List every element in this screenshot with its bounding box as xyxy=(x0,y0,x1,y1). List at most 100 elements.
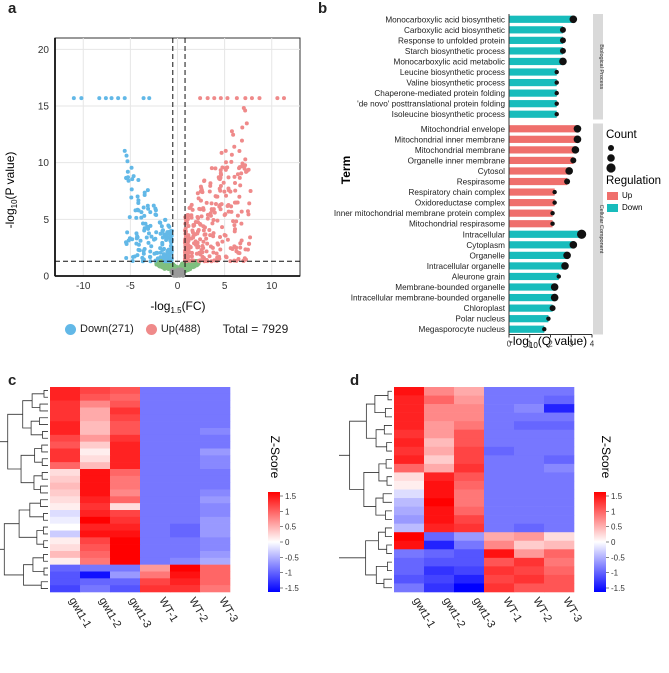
heatmap-cell xyxy=(80,510,111,518)
volcano-point-up xyxy=(211,234,216,239)
heatmap-cell xyxy=(170,557,201,565)
volcano-point-down xyxy=(161,247,166,252)
heatmap-cell xyxy=(424,540,455,550)
volcano-point-up xyxy=(192,223,197,228)
heatmap-cell xyxy=(110,537,141,545)
dendrogram-branch xyxy=(43,513,48,521)
heatmap-column-label: gwt1-1 xyxy=(66,596,93,631)
volcano-point-up xyxy=(190,207,195,212)
heatmap-cell xyxy=(424,506,455,516)
heatmap-cell xyxy=(484,404,515,413)
colorbar-tick-label: -1 xyxy=(611,569,619,578)
volcano-point-up xyxy=(186,224,191,229)
heatmap-cell xyxy=(80,441,111,449)
heatmap-cell xyxy=(140,400,171,408)
volcano-point-down xyxy=(103,96,108,101)
volcano-point-up xyxy=(217,204,222,209)
term-count-dot xyxy=(550,221,555,226)
volcano-xlabel-sub: 1.5 xyxy=(170,306,182,315)
heatmap-cell xyxy=(200,489,231,497)
heatmap-cell xyxy=(200,434,231,442)
volcano-point-up xyxy=(205,96,210,101)
volcano-point-up xyxy=(213,166,218,171)
heatmap-cell xyxy=(50,551,81,559)
volcano-point-down xyxy=(135,235,140,240)
dendrogram-branch xyxy=(43,567,48,576)
volcano-point-down xyxy=(149,244,154,249)
heatmap-cell xyxy=(514,532,545,542)
heatmap-cell xyxy=(140,407,171,415)
volcano-point-up xyxy=(186,233,191,238)
term-bar xyxy=(509,135,578,143)
dendrogram-branch xyxy=(374,395,388,414)
colorbar-tick-label: 1.5 xyxy=(611,492,623,501)
term-label: Intracellular xyxy=(463,230,506,239)
heatmap-column-label: WT-3 xyxy=(216,596,240,625)
heatmap-cell xyxy=(140,469,171,477)
volcano-point-up xyxy=(245,209,250,214)
term-count-dot xyxy=(552,189,557,195)
dendrogram-branch xyxy=(29,502,44,518)
heatmap-cell xyxy=(484,429,515,439)
colorbar-tick-label: -1.5 xyxy=(611,584,625,593)
volcano-point-down xyxy=(127,215,132,220)
volcano-point-down xyxy=(146,225,151,230)
heatmap-cell xyxy=(80,523,111,531)
heatmap-cell xyxy=(454,438,485,448)
heatmap-column-label: gwt1-2 xyxy=(96,596,123,631)
heatmap-cell xyxy=(170,400,201,408)
facet-strip xyxy=(593,123,603,335)
heatmap-cell xyxy=(424,446,455,456)
heatmap-cell xyxy=(514,387,545,396)
enrich-xlabel-tail: (Q value) xyxy=(538,334,587,348)
volcano-point-up xyxy=(208,213,213,218)
volcano-point-down xyxy=(146,231,151,236)
dendrogram-branch xyxy=(23,564,42,586)
volcano-point-down xyxy=(97,96,102,101)
volcano-point-up xyxy=(212,210,217,215)
heatmap-cell xyxy=(50,557,81,565)
volcano-xtick-label: 10 xyxy=(266,281,278,292)
dendrogram-branch xyxy=(39,417,48,425)
heatmap-cell xyxy=(514,472,545,482)
dendrogram-branch xyxy=(375,565,388,584)
heatmap-cell xyxy=(110,434,141,442)
heatmap-dendrogram xyxy=(339,390,392,589)
heatmap-cell xyxy=(514,395,545,405)
dendrogram-branch xyxy=(365,540,379,576)
volcano-point-up xyxy=(234,96,239,101)
heatmap-cell xyxy=(454,472,485,482)
volcano-point-up xyxy=(202,225,207,230)
term-label: Polar nucleus xyxy=(455,315,505,324)
heatmap-cell xyxy=(170,551,201,559)
heatmap-cell xyxy=(454,498,485,507)
heatmap-cell xyxy=(110,503,141,511)
heatmap-cell xyxy=(394,566,425,576)
term-count-dot xyxy=(549,305,556,312)
heatmap-cell xyxy=(454,404,485,413)
volcano-point-up xyxy=(220,165,225,170)
heatmap-cell xyxy=(200,523,231,531)
heatmap-cell xyxy=(394,429,425,439)
heatmap-cell xyxy=(140,510,171,518)
heatmap-cell xyxy=(484,549,515,559)
heatmap-dendrogram xyxy=(0,390,48,589)
volcano-point-up xyxy=(234,249,239,254)
volcano-point-up xyxy=(193,239,198,244)
heatmap-cell xyxy=(80,496,111,504)
volcano-point-up xyxy=(240,125,245,130)
heatmap-cell xyxy=(80,469,111,477)
heatmap-cell xyxy=(50,441,81,449)
heatmap-cell xyxy=(424,480,455,490)
volcano-point-down xyxy=(124,176,129,181)
heatmap-cell xyxy=(170,387,201,395)
volcano-point-up xyxy=(238,183,243,188)
term-count-dot xyxy=(577,229,587,239)
volcano-point-up xyxy=(249,96,254,101)
heatmap-cell xyxy=(544,463,575,473)
volcano-point-up xyxy=(193,220,198,225)
volcano-point-down xyxy=(137,248,142,253)
volcano-point-down xyxy=(125,159,130,164)
heatmap-cell xyxy=(394,489,425,499)
heatmap-cell xyxy=(200,393,231,401)
